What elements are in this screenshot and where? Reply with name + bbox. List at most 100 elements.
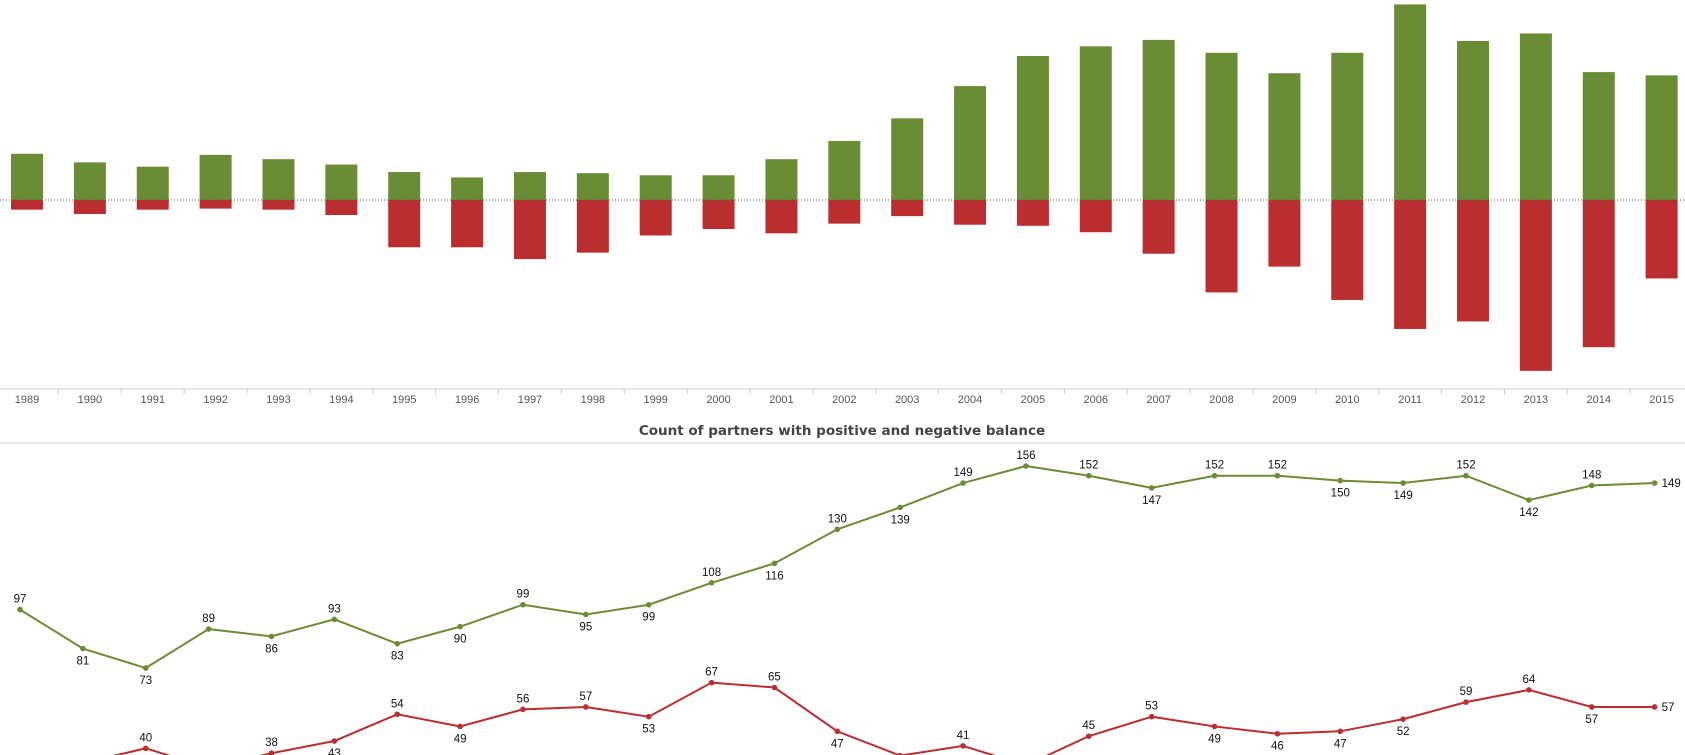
x-tick-label-2004: 2004 xyxy=(958,394,982,406)
data-point-1997 xyxy=(520,601,526,608)
data-label-1992: 89 xyxy=(202,613,215,625)
data-point-2004 xyxy=(960,480,966,486)
positive-bar-2006 xyxy=(1079,46,1112,200)
data-label-1990: 81 xyxy=(76,656,89,668)
data-label-2008: 152 xyxy=(1205,460,1224,472)
data-label-1991: 73 xyxy=(139,675,152,687)
positive-bar-1998 xyxy=(576,173,609,200)
x-tick-label-2013: 2013 xyxy=(1524,394,1548,406)
data-point-2012 xyxy=(1463,699,1469,705)
negative-bar-1994 xyxy=(325,200,358,216)
data-label-1998: 95 xyxy=(579,621,592,633)
data-label-2014: 148 xyxy=(1582,469,1601,481)
data-point-2008 xyxy=(1211,472,1218,479)
data-point-1996 xyxy=(457,623,463,630)
negative-bar-2008 xyxy=(1205,200,1238,293)
data-point-2013 xyxy=(1526,497,1532,503)
x-tick-label-2011: 2011 xyxy=(1398,394,1422,406)
data-label-2002: 130 xyxy=(828,513,847,525)
data-label-2001: 65 xyxy=(768,671,781,683)
data-label-2002: 47 xyxy=(831,738,844,750)
x-tick-label-1993: 1993 xyxy=(266,394,290,406)
negative-bar-2006 xyxy=(1079,200,1112,233)
data-point-1998 xyxy=(583,611,589,618)
data-label-1989: 97 xyxy=(14,594,27,606)
data-label-1996: 49 xyxy=(454,733,467,745)
positive-bar-1989 xyxy=(11,153,43,200)
x-tick-label-1998: 1998 xyxy=(581,394,605,406)
data-label-1993: 38 xyxy=(265,737,278,749)
data-label-2009: 152 xyxy=(1268,460,1287,472)
data-label-1991: 40 xyxy=(139,732,152,744)
negative-bar-2005 xyxy=(1016,200,1049,226)
x-tick-label-1996: 1996 xyxy=(455,394,479,406)
data-label-2006: 152 xyxy=(1079,460,1098,472)
negative-bar-1990 xyxy=(73,200,106,214)
data-label-2005: 156 xyxy=(1016,450,1035,462)
data-point-1991 xyxy=(142,665,149,671)
positive-bar-1990 xyxy=(73,162,106,200)
positive-bar-2010 xyxy=(1331,52,1364,200)
x-tick-label-1995: 1995 xyxy=(392,394,416,406)
positive-bar-2014 xyxy=(1582,72,1615,200)
data-point-2002 xyxy=(834,526,841,533)
data-label-2004: 149 xyxy=(953,467,972,479)
data-point-1992 xyxy=(205,626,212,632)
positive-bar-1992 xyxy=(199,154,232,200)
negative-bar-1991 xyxy=(136,200,169,210)
negative-bar-2001 xyxy=(765,200,798,234)
x-tick-label-1990: 1990 xyxy=(78,394,102,406)
line-chart: 97 81 73 89 86 93 83 90 99 95 99 108 116 130 139 149 156… xyxy=(14,450,1681,755)
line-chart-title: Count of partners with positive and nega… xyxy=(639,423,1045,439)
data-point-2003 xyxy=(897,504,903,511)
x-axis-ticks: 1989 1990 1991 1992 1993 1994 1995 1996 1997 1998… xyxy=(15,389,1674,406)
negative-bar-2007 xyxy=(1142,200,1175,254)
negative-bar-2009 xyxy=(1268,200,1301,267)
data-point-1994 xyxy=(331,738,338,744)
data-label-1998: 57 xyxy=(579,691,592,703)
negative-bar-1989 xyxy=(11,200,43,210)
data-label-2007: 147 xyxy=(1142,495,1161,507)
data-point-1996 xyxy=(457,723,463,730)
data-point-2002 xyxy=(834,728,841,735)
x-tick-label-2006: 2006 xyxy=(1084,394,1108,406)
data-label-2001: 116 xyxy=(765,570,783,582)
data-point-2011 xyxy=(1400,716,1406,722)
data-label-2009: 46 xyxy=(1271,741,1284,753)
data-label-1995: 83 xyxy=(391,651,404,663)
data-label-2008: 49 xyxy=(1208,733,1221,745)
x-tick-label-2001: 2001 xyxy=(769,394,793,406)
x-tick-label-1999: 1999 xyxy=(643,394,667,406)
positive-bar-1991 xyxy=(136,166,169,200)
data-point-1993 xyxy=(268,633,275,640)
data-label-2010: 150 xyxy=(1331,488,1350,500)
negative-bar-2010 xyxy=(1331,200,1364,300)
x-tick-label-2015: 2015 xyxy=(1649,394,1673,406)
data-point-2013 xyxy=(1526,687,1532,693)
negative-bar-1998 xyxy=(576,200,609,253)
negative-bar-2015 xyxy=(1645,200,1678,279)
positive-bar-2011 xyxy=(1394,4,1427,200)
data-point-2015 xyxy=(1651,704,1658,710)
data-label-2003: 139 xyxy=(891,514,910,526)
x-tick-label-2012: 2012 xyxy=(1461,394,1485,406)
x-tick-label-2002: 2002 xyxy=(832,394,856,406)
data-point-2001 xyxy=(771,560,778,567)
data-label-2000: 67 xyxy=(705,667,718,679)
data-point-2011 xyxy=(1400,480,1406,486)
data-point-1999 xyxy=(645,601,652,608)
negative-bar-2003 xyxy=(891,200,924,217)
negative-bar-1993 xyxy=(262,200,295,210)
positive-bar-2000 xyxy=(702,175,735,200)
negative-bar-1999 xyxy=(639,200,672,236)
data-label-1994: 43 xyxy=(328,748,341,755)
data-label-1999: 99 xyxy=(642,612,655,624)
positive-bar-1993 xyxy=(262,159,295,200)
positive-bar-2002 xyxy=(828,140,861,200)
data-label-1995: 54 xyxy=(391,698,404,710)
data-label-1993: 86 xyxy=(265,643,278,655)
positive-bar-2008 xyxy=(1205,52,1238,200)
positive-bar-2009 xyxy=(1268,73,1301,200)
data-point-2007 xyxy=(1148,485,1155,491)
